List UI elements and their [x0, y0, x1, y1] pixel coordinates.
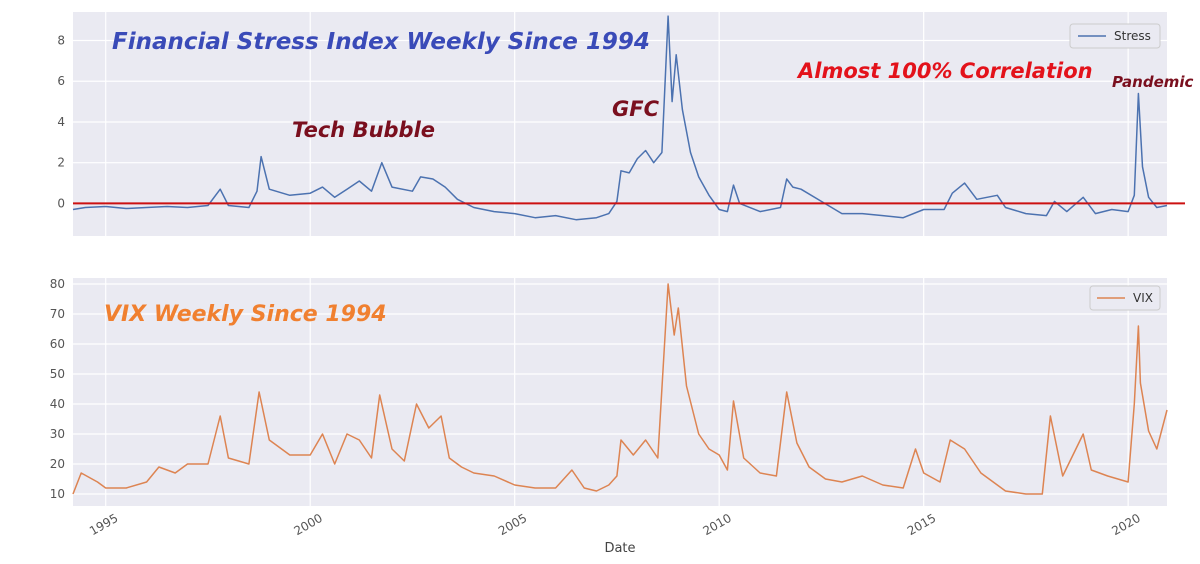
x-tick-label: 2020 — [1109, 511, 1142, 538]
stress-y-tick-label: 2 — [57, 156, 65, 170]
x-tick-label: 2000 — [291, 511, 324, 538]
vix-y-tick-label: 80 — [50, 277, 65, 291]
gfc-annotation: GFC — [612, 97, 660, 121]
stress-legend: Stress — [1069, 23, 1161, 49]
vix-plot-area — [73, 278, 1167, 506]
vix-panel: 10 20 30 40 50 60 70 80 1995 2000 2005 2010 2015 202… — [50, 277, 1168, 556]
x-tick-label: 2015 — [905, 511, 938, 538]
vix-y-tick-label: 40 — [50, 397, 65, 411]
vix-grid — [73, 278, 1167, 506]
vix-legend-label: VIX — [1133, 291, 1153, 305]
x-axis-label: Date — [604, 541, 635, 556]
stress-y-tick-label: 4 — [57, 115, 65, 129]
vix-legend: VIX — [1089, 285, 1161, 311]
tech-bubble-annotation: Tech Bubble — [292, 118, 435, 142]
stress-plot-area — [73, 12, 1167, 236]
stress-y-ticks: 0 2 4 6 8 — [57, 34, 65, 211]
stress-y-tick-label: 8 — [57, 34, 65, 48]
vix-y-tick-label: 60 — [50, 337, 65, 351]
vix-chart-title: VIX Weekly Since 1994 — [104, 302, 387, 327]
pandemic-annotation: Pandemic — [1112, 73, 1194, 91]
x-tick-label: 2010 — [700, 511, 733, 538]
x-tick-label: 1995 — [87, 511, 120, 538]
x-tick-label: 2005 — [496, 511, 529, 538]
vix-y-tick-label: 30 — [50, 427, 65, 441]
vix-y-tick-label: 20 — [50, 457, 65, 471]
vix-y-ticks: 10 20 30 40 50 60 70 80 — [50, 277, 65, 501]
vix-x-ticks: 1995 2000 2005 2010 2015 2020 — [87, 511, 1143, 538]
stress-series-line — [72, 15, 1168, 221]
stress-legend-label: Stress — [1114, 29, 1151, 43]
stress-panel: 0 2 4 6 8 Stress Financial Stress Index Week… — [57, 12, 1194, 236]
stress-chart-title: Financial Stress Index Weekly Since 1994 — [112, 29, 650, 55]
vix-series-line — [72, 283, 1168, 495]
vix-y-tick-label: 10 — [50, 487, 65, 501]
vix-y-tick-label: 70 — [50, 307, 65, 321]
stress-legend-box — [1069, 23, 1161, 49]
vix-y-tick-label: 50 — [50, 367, 65, 381]
vix-series — [72, 283, 1168, 495]
correlation-annotation: Almost 100% Correlation — [796, 59, 1093, 83]
stress-y-tick-label: 0 — [57, 196, 65, 210]
stress-y-tick-label: 6 — [57, 74, 65, 88]
stress-series — [72, 15, 1168, 221]
